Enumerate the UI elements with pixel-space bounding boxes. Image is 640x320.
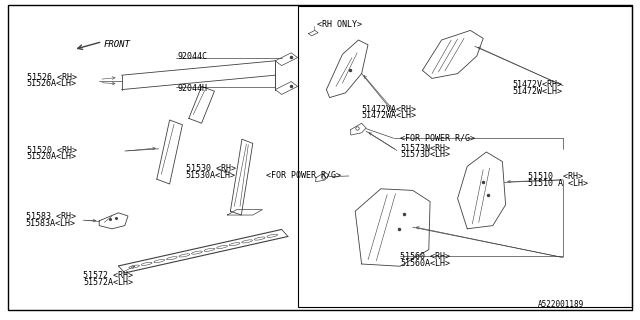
Text: 51530 <RH>: 51530 <RH> (186, 164, 236, 173)
Text: 92044H: 92044H (178, 84, 208, 93)
Text: 51573N<RH>: 51573N<RH> (400, 144, 450, 153)
Text: FRONT: FRONT (104, 40, 131, 49)
Text: 51572 <RH>: 51572 <RH> (83, 271, 133, 280)
Bar (298, 6, 632, 307)
Text: 51472VA<RH>: 51472VA<RH> (362, 105, 417, 114)
Text: 51472V<RH>: 51472V<RH> (512, 80, 562, 89)
Text: <FOR POWER R/G>: <FOR POWER R/G> (266, 171, 340, 180)
Text: 51560 <RH>: 51560 <RH> (400, 252, 450, 261)
Text: 92044C: 92044C (178, 52, 208, 61)
Text: 51526 <RH>: 51526 <RH> (27, 73, 77, 82)
Text: <RH ONLY>: <RH ONLY> (317, 20, 362, 28)
Text: 51583A<LH>: 51583A<LH> (26, 219, 76, 228)
Text: 51526A<LH>: 51526A<LH> (27, 79, 77, 88)
Text: 51520A<LH>: 51520A<LH> (27, 152, 77, 161)
Text: <FOR POWER R/G>: <FOR POWER R/G> (400, 134, 475, 143)
Text: 51530A<LH>: 51530A<LH> (186, 171, 236, 180)
Text: 51573D<LH>: 51573D<LH> (400, 150, 450, 159)
Text: 51583 <RH>: 51583 <RH> (26, 212, 76, 221)
Text: 51472WA<LH>: 51472WA<LH> (362, 111, 417, 120)
Text: 51510 A <LH>: 51510 A <LH> (528, 179, 588, 188)
Text: 51572A<LH>: 51572A<LH> (83, 278, 133, 287)
Text: 51510  <RH>: 51510 <RH> (528, 172, 583, 181)
Text: 51560A<LH>: 51560A<LH> (400, 259, 450, 268)
Text: 51520 <RH>: 51520 <RH> (27, 146, 77, 155)
Text: A522001189: A522001189 (538, 300, 584, 309)
Text: 51472W<LH>: 51472W<LH> (512, 87, 562, 96)
